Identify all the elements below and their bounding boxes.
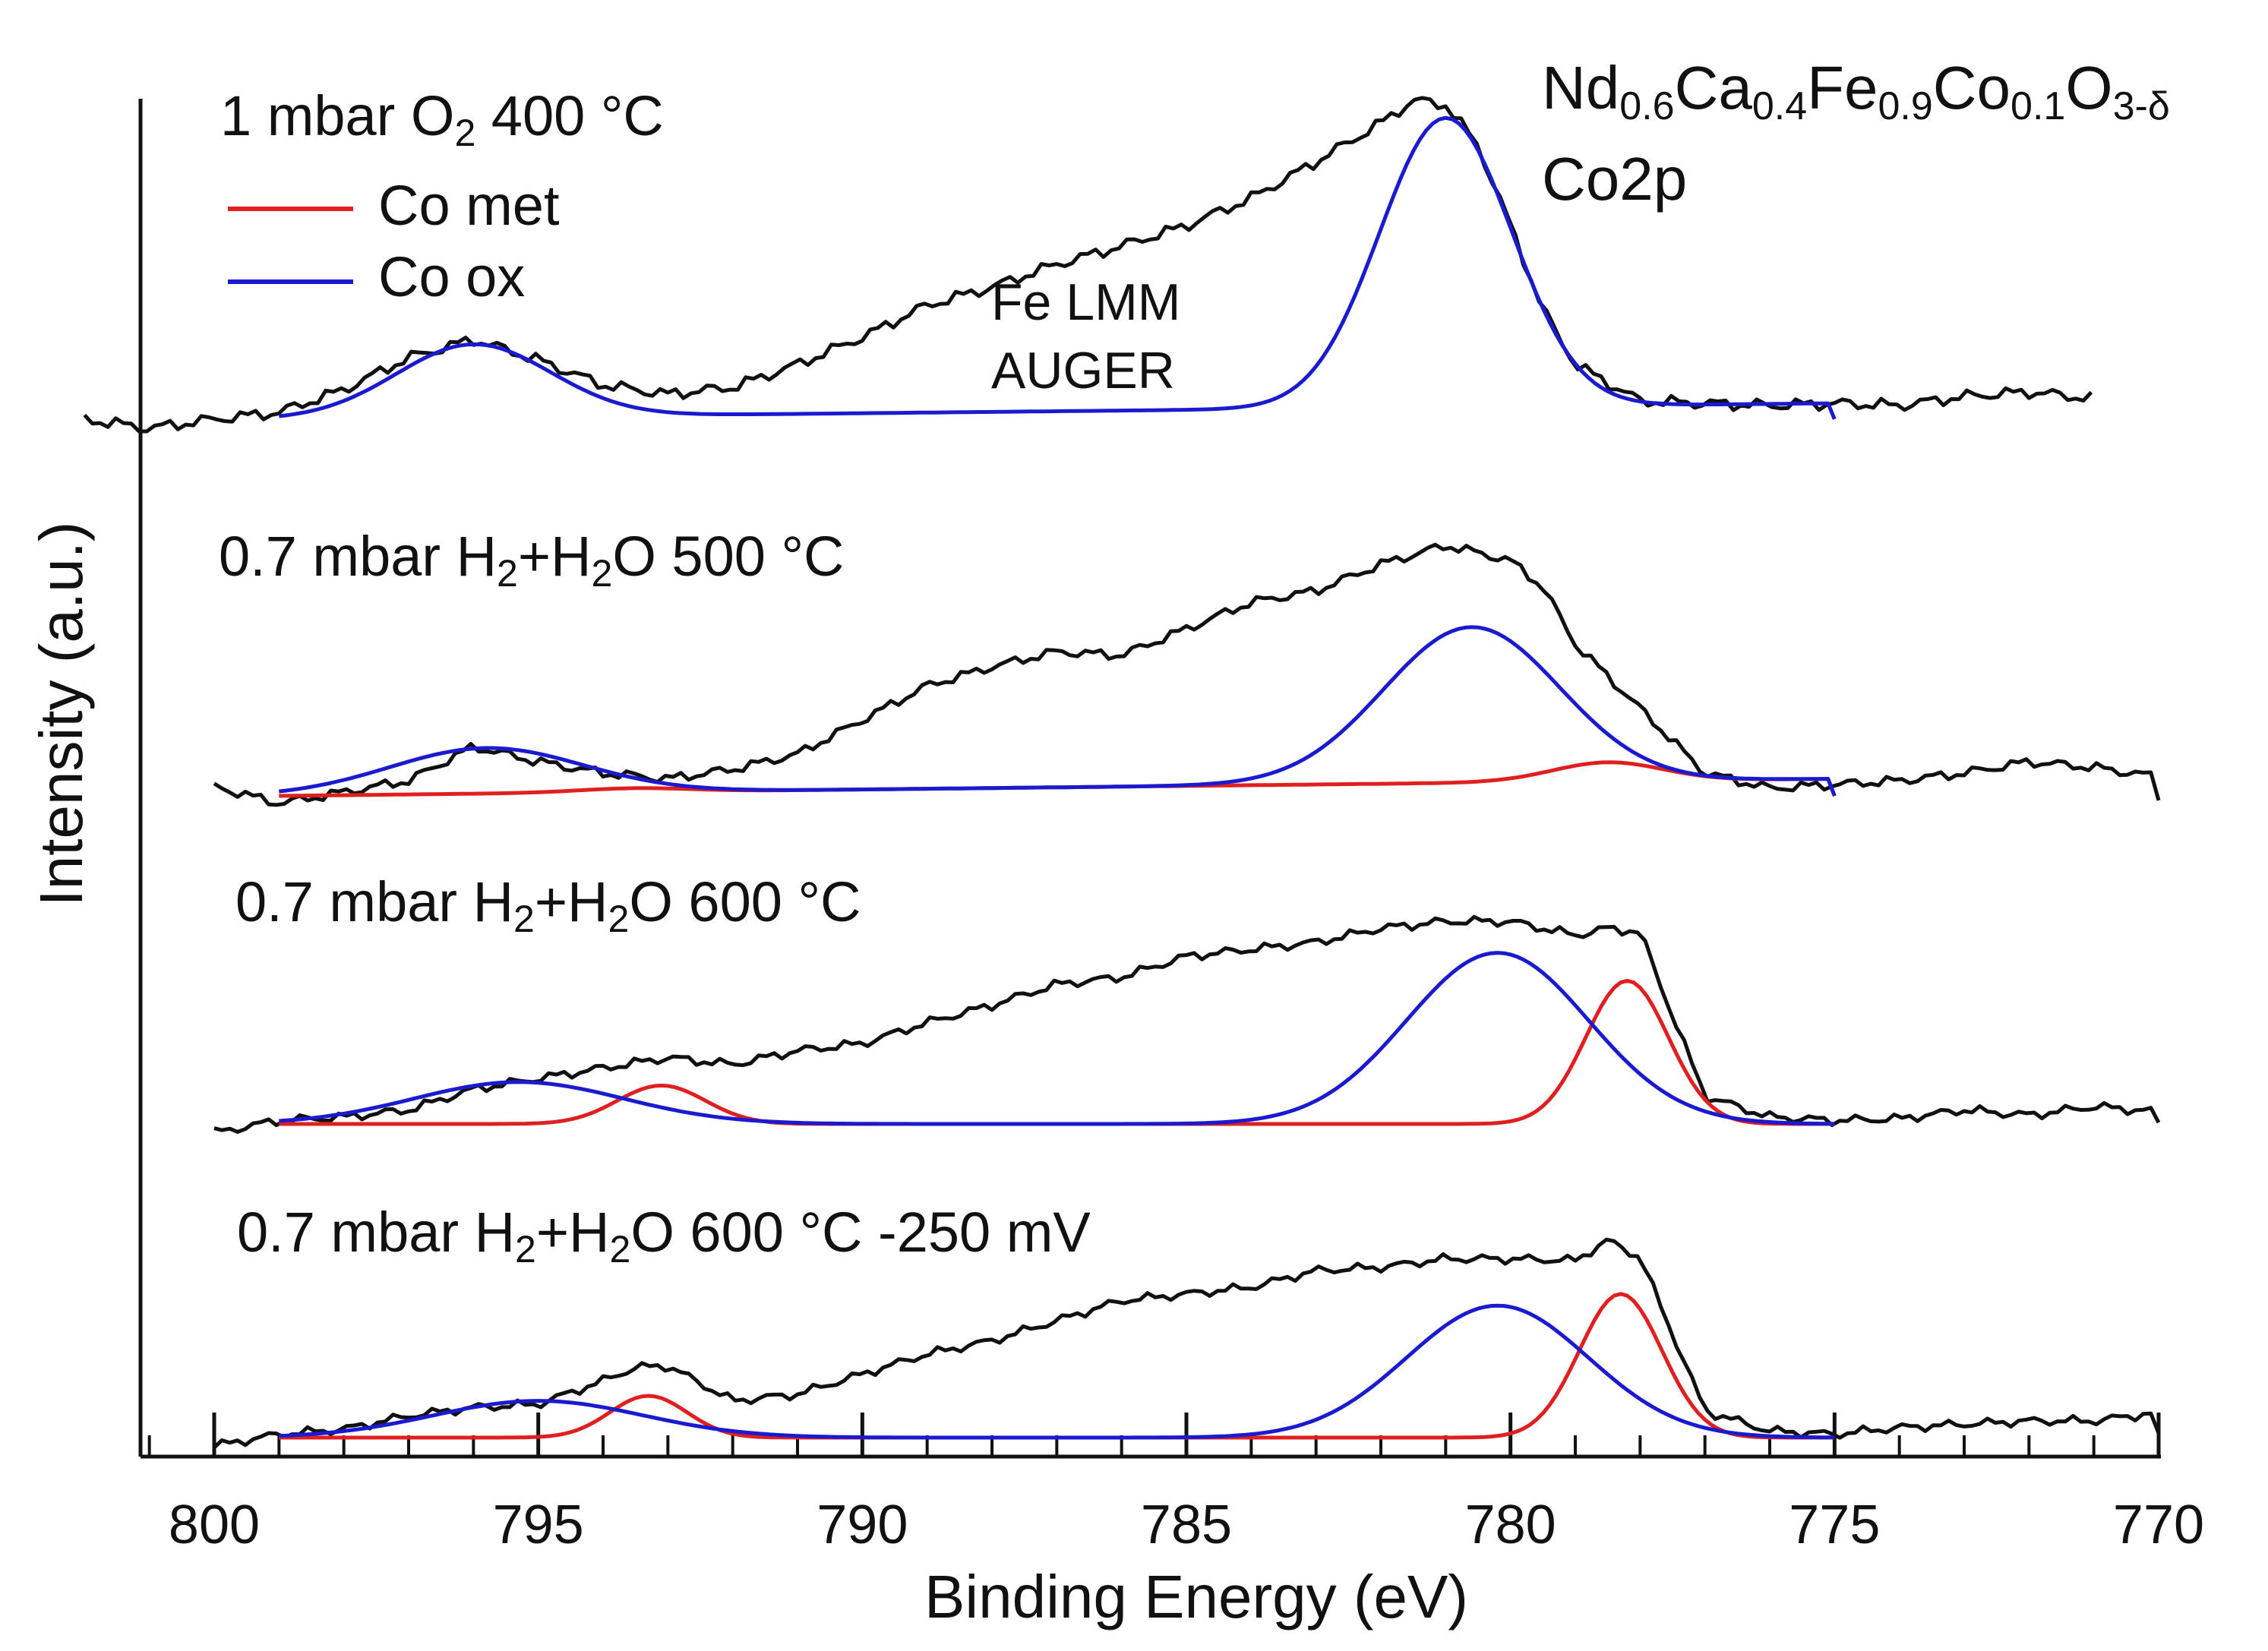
panel-title-1: 1 mbar O2 400 °C bbox=[220, 84, 664, 154]
series-layer bbox=[83, 96, 2161, 1449]
co-ox-fit-panel-4 bbox=[279, 1303, 1835, 1440]
co-ox-fit-panel-3 bbox=[279, 951, 1835, 1126]
axes: 800 795 790 785 780 775 770 bbox=[138, 99, 2204, 1555]
legend-co-ox-label: Co ox bbox=[378, 245, 526, 308]
legend-co-met-swatch bbox=[228, 207, 353, 211]
panel-title-4: 0.7 mbar H2+H2O 600 °C -250 mV bbox=[237, 1201, 1091, 1271]
x-tick-label: 800 bbox=[169, 1495, 260, 1555]
y-axis-label: Intensity (a.u.) bbox=[27, 522, 95, 907]
x-axis-label: Binding Energy (eV) bbox=[924, 1563, 1468, 1630]
co-ox-fit-panel-1 bbox=[279, 115, 1837, 420]
measured-spectrum-panel-3 bbox=[213, 914, 2161, 1134]
sample-formula: Nd0.6Ca0.4Fe0.9Co0.1O3-δ bbox=[1542, 54, 2170, 128]
x-tick-label: 790 bbox=[817, 1495, 908, 1555]
measured-spectrum-panel-2 bbox=[213, 542, 2161, 807]
co-met-fit-panel-4 bbox=[279, 1292, 1835, 1440]
x-tick-label: 780 bbox=[1465, 1495, 1556, 1555]
x-tick-label: 785 bbox=[1141, 1495, 1232, 1555]
co-ox-fit-panel-2 bbox=[279, 625, 1837, 797]
measured-spectrum-panel-4 bbox=[213, 1237, 2161, 1449]
panel-title-3: 0.7 mbar H2+H2O 600 °C bbox=[235, 870, 861, 940]
x-tick-label: 775 bbox=[1789, 1495, 1880, 1555]
x-tick-label: 770 bbox=[2113, 1495, 2204, 1555]
legend-co-ox-swatch bbox=[228, 279, 353, 284]
measured-spectrum-panel-1 bbox=[83, 96, 2093, 434]
co-met-fit-panel-3 bbox=[279, 978, 1835, 1126]
legend-co-met-label: Co met bbox=[378, 174, 560, 237]
co-met-fit-panel-2 bbox=[279, 760, 1837, 798]
auger-annotation-line2: AUGER bbox=[991, 342, 1175, 399]
core-level-label: Co2p bbox=[1542, 145, 1688, 213]
x-tick-label: 795 bbox=[493, 1495, 584, 1555]
panel-title-2: 0.7 mbar H2+H2O 500 °C bbox=[219, 525, 845, 595]
auger-annotation-line1: Fe LMM bbox=[991, 273, 1181, 331]
